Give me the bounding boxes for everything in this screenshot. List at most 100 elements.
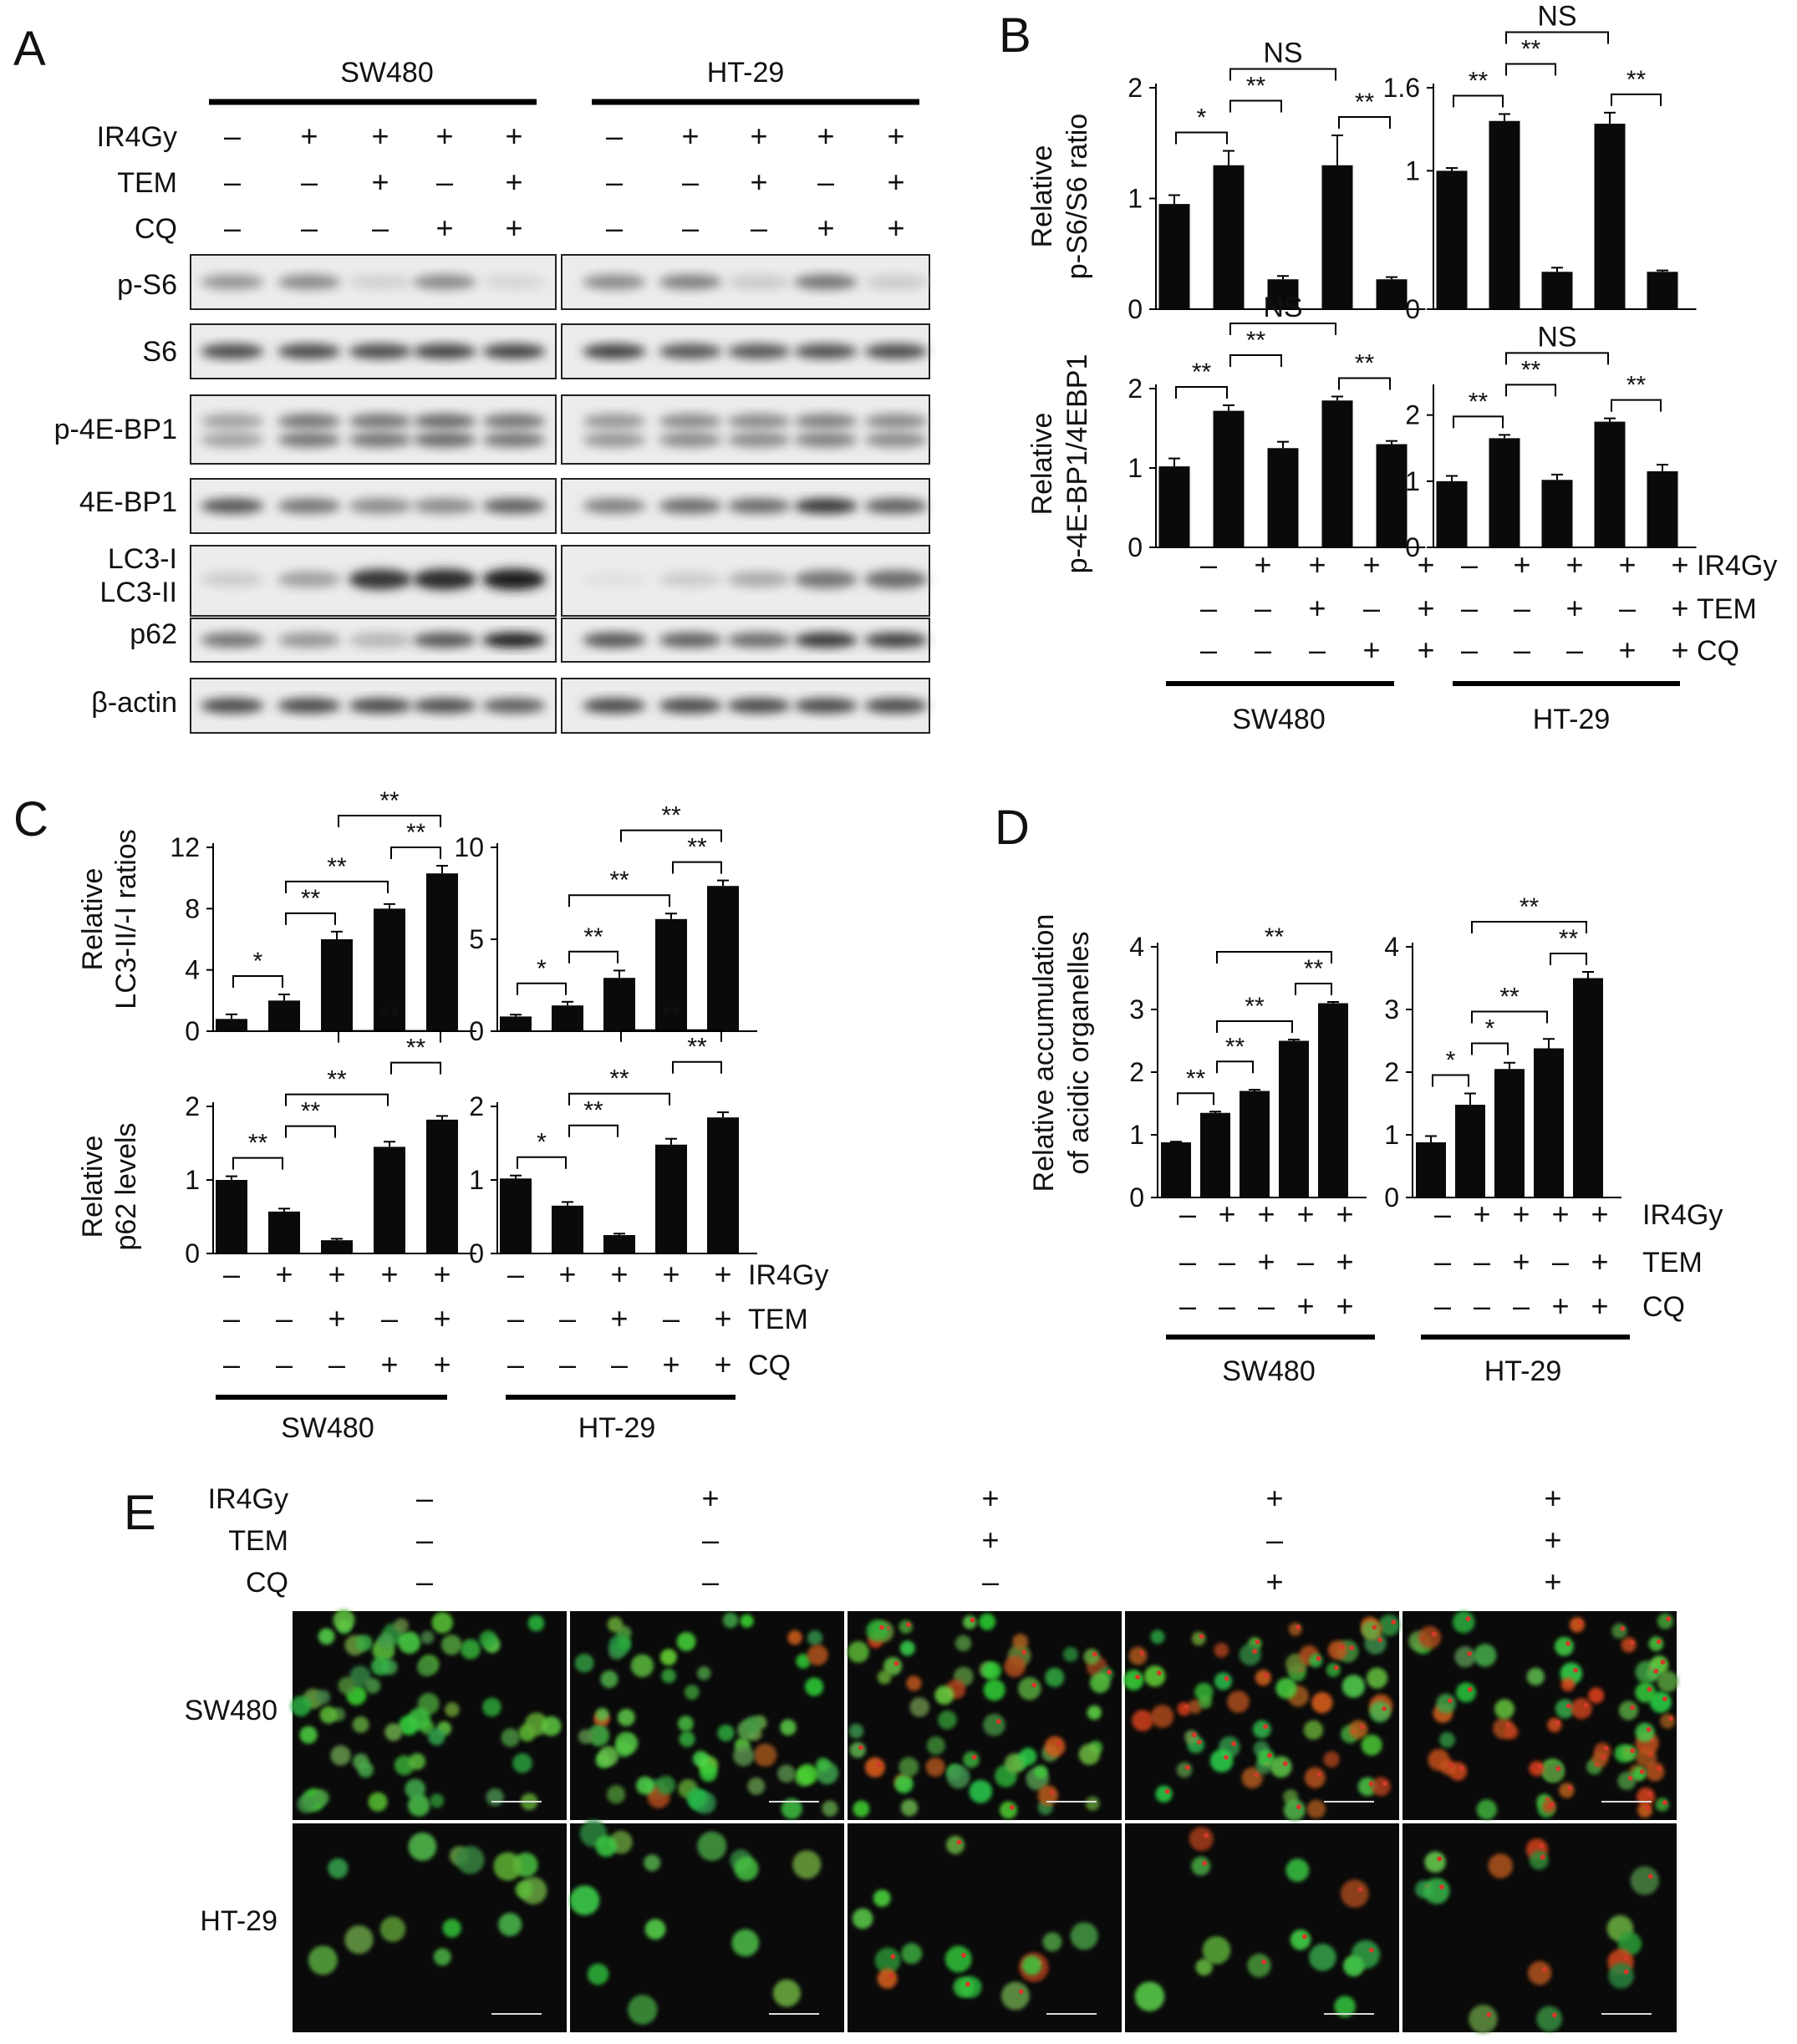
acidic-vesicle (1202, 1860, 1208, 1866)
cell (733, 1745, 755, 1767)
y-tick-label: 0 (185, 1238, 200, 1269)
bar (321, 1240, 353, 1253)
acidic-vesicle (1316, 1772, 1322, 1777)
cell (1559, 1782, 1575, 1798)
blot-band (201, 343, 264, 359)
blot-band (727, 432, 791, 448)
table-sign: + (1417, 633, 1434, 667)
table-sign: – (507, 1347, 524, 1381)
blot-band (583, 498, 646, 514)
significance-label: ** (1626, 66, 1647, 94)
blot-band (201, 698, 264, 714)
y-tick-label: 0 (1129, 1182, 1144, 1213)
bar (1279, 1040, 1309, 1197)
table-sign: + (1591, 1244, 1608, 1279)
table-sign: – (1255, 591, 1271, 625)
panel-label-c: C (13, 792, 48, 847)
bar (552, 1005, 583, 1031)
table-sign: – (1200, 591, 1217, 625)
significance-label: ** (1192, 358, 1212, 386)
cell (1648, 1636, 1664, 1652)
acidic-vesicle (1662, 1800, 1668, 1806)
cell (983, 1713, 1005, 1736)
cell (692, 1751, 710, 1767)
acidic-vesicle (1255, 1639, 1260, 1645)
blot-band (864, 432, 928, 448)
cell (1191, 1856, 1211, 1876)
chart-B-HT-29: 0 1 1.6 ** ** ** NS (1383, 0, 1697, 324)
significance-bracket (568, 1092, 670, 1106)
cell (676, 1631, 696, 1651)
bar (1158, 204, 1190, 309)
blot-cellline-ht29: HT-29 (707, 57, 785, 89)
cell (441, 1635, 462, 1655)
significance-bracket (672, 1060, 722, 1074)
cell (377, 1632, 395, 1650)
cell (926, 1736, 945, 1756)
cell (299, 1726, 318, 1744)
acidic-vesicle (1555, 1720, 1560, 1726)
cell (409, 1752, 426, 1770)
cell (1004, 1655, 1026, 1677)
significance-bracket (1177, 1092, 1214, 1106)
cell (644, 1919, 666, 1940)
blot-band (727, 343, 791, 359)
cell (1378, 1614, 1401, 1636)
panel-label-e: E (124, 1486, 156, 1540)
acidic-vesicle (1349, 1645, 1355, 1650)
cell (1078, 1743, 1101, 1766)
blot-band (201, 498, 264, 514)
table-sign: + (1565, 591, 1583, 625)
cell (780, 1719, 797, 1736)
y-tick-label: 0 (1405, 294, 1420, 324)
bar (1321, 400, 1353, 547)
cell (1454, 1646, 1476, 1668)
bar (603, 978, 635, 1031)
cell (482, 1697, 501, 1717)
cell (1608, 1962, 1634, 1989)
cell (630, 1654, 654, 1678)
acidic-vesicle (1647, 1791, 1652, 1797)
significance-label: ** (1469, 388, 1489, 415)
panel-e-microscopy: IR4Gy TEM CQ – + + + + – – + – + – – – + + SW480 HT-29 (185, 1481, 1679, 2034)
cell (315, 1690, 331, 1705)
table-sign: + (558, 1257, 576, 1291)
cell (1544, 1762, 1565, 1782)
table-sign: + (433, 1301, 451, 1335)
significance-label: ** (248, 1130, 268, 1157)
table-sign: – (381, 1301, 398, 1335)
cell (659, 1649, 677, 1666)
cell (1588, 1687, 1605, 1704)
blot-band (583, 274, 646, 290)
blot-sign: + (681, 119, 699, 153)
y-tick-label: 1 (185, 1165, 200, 1195)
cell (1635, 1681, 1656, 1703)
table-sign: – (1363, 591, 1380, 625)
e-row-label-sw480: SW480 (185, 1695, 278, 1726)
blot-band (659, 343, 722, 359)
cell (697, 1831, 727, 1861)
significance-label: ** (1355, 89, 1375, 116)
cell (1012, 1634, 1029, 1650)
bar (1158, 466, 1190, 547)
ylabel-p4ebp1-line2: p-4E-BP1/4EBP1 (1061, 354, 1093, 574)
table-sign: + (1254, 547, 1271, 582)
acidic-vesicle (888, 1973, 894, 1979)
panel-label-b: B (999, 8, 1031, 63)
table-treatment-label: IR4Gy (1642, 1199, 1723, 1231)
blot-sign: + (300, 119, 318, 153)
chart-C-HT-29: 012********* (469, 1002, 757, 1269)
table-sign: + (433, 1257, 451, 1291)
bar (1200, 1112, 1230, 1197)
significance-label: NS (1263, 38, 1302, 69)
cell (1155, 1785, 1173, 1802)
y-tick-label: 0 (1128, 294, 1143, 324)
cell (1198, 1695, 1212, 1709)
cell (781, 1797, 802, 1819)
table-sign: + (1671, 591, 1688, 625)
significance-bracket (390, 1061, 441, 1075)
blot-band (277, 343, 341, 359)
significance-bracket (285, 1093, 389, 1106)
blot-band (349, 569, 412, 590)
